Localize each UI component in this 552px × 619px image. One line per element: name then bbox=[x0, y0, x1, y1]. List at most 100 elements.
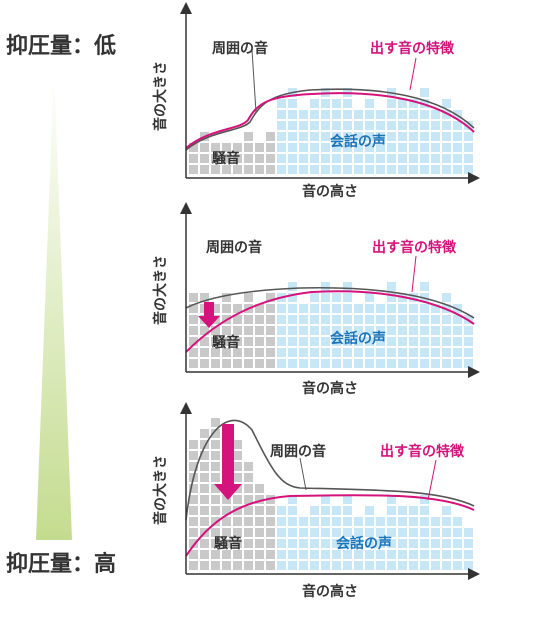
speech-cell bbox=[409, 121, 418, 130]
speech-cell bbox=[453, 517, 462, 526]
speech-cell bbox=[277, 348, 286, 357]
speech-cell bbox=[310, 110, 319, 119]
speech-cell bbox=[321, 326, 330, 335]
noise-cell bbox=[189, 440, 198, 449]
noise-cell bbox=[244, 337, 253, 346]
speech-cell bbox=[310, 506, 319, 515]
noise-cell bbox=[211, 495, 220, 504]
speech-cell bbox=[365, 348, 374, 357]
speech-cell bbox=[409, 99, 418, 108]
speech-cell bbox=[343, 132, 352, 141]
noise-cell bbox=[255, 315, 264, 324]
speech-cell bbox=[398, 561, 407, 570]
speech-cell bbox=[387, 315, 396, 324]
speech-cell bbox=[365, 154, 374, 163]
speech-cell bbox=[420, 110, 429, 119]
speech-cell bbox=[365, 561, 374, 570]
speech-cell bbox=[299, 528, 308, 537]
speech-cell bbox=[387, 165, 396, 174]
noise-cell bbox=[255, 528, 264, 537]
speech-cell bbox=[299, 550, 308, 559]
speech-cell bbox=[343, 337, 352, 346]
speech-cell bbox=[376, 154, 385, 163]
speech-cell bbox=[365, 517, 374, 526]
speech-bars bbox=[277, 495, 473, 570]
speech-cell bbox=[464, 561, 473, 570]
speech-cell bbox=[321, 154, 330, 163]
speech-cell bbox=[420, 326, 429, 335]
output-label: 出す音の特徴 bbox=[380, 443, 465, 460]
speech-cell bbox=[310, 315, 319, 324]
speech-cell bbox=[354, 165, 363, 174]
ambient-label: 周囲の音 bbox=[206, 239, 262, 256]
noise-cell bbox=[233, 440, 242, 449]
speech-cell bbox=[354, 550, 363, 559]
speech-cell bbox=[442, 154, 451, 163]
speech-cell bbox=[398, 143, 407, 152]
speech-cell bbox=[288, 517, 297, 526]
speech-cell bbox=[431, 132, 440, 141]
speech-cell bbox=[343, 528, 352, 537]
speech-cell bbox=[398, 348, 407, 357]
noise-cell bbox=[200, 550, 209, 559]
output-leader-line bbox=[409, 57, 417, 91]
speech-cell bbox=[321, 282, 330, 291]
speech-cell bbox=[464, 359, 473, 368]
noise-cell bbox=[211, 337, 220, 346]
speech-cell bbox=[343, 143, 352, 152]
speech-cell bbox=[277, 121, 286, 130]
noise-cell bbox=[244, 506, 253, 515]
speech-cell bbox=[354, 143, 363, 152]
speech-cell bbox=[431, 315, 440, 324]
noise-cell bbox=[233, 359, 242, 368]
speech-cell bbox=[288, 110, 297, 119]
speech-cell bbox=[299, 304, 308, 313]
speech-cell bbox=[420, 143, 429, 152]
speech-cell bbox=[288, 506, 297, 515]
speech-cell bbox=[277, 359, 286, 368]
speech-cell bbox=[442, 337, 451, 346]
noise-cell bbox=[233, 143, 242, 152]
speech-cell bbox=[299, 315, 308, 324]
noise-cell bbox=[211, 528, 220, 537]
speech-cell bbox=[398, 315, 407, 324]
speech-cell bbox=[376, 359, 385, 368]
speech-cell bbox=[288, 304, 297, 313]
speech-cell bbox=[398, 304, 407, 313]
noise-cell bbox=[222, 326, 231, 335]
speech-cell bbox=[332, 315, 341, 324]
speech-cell bbox=[442, 132, 451, 141]
speech-cell bbox=[453, 337, 462, 346]
speech-cell bbox=[409, 304, 418, 313]
output-label: 出す音の特徴 bbox=[370, 40, 455, 57]
x-axis-label: 音の高さ bbox=[302, 583, 358, 600]
speech-cell bbox=[409, 561, 418, 570]
speech-cell bbox=[310, 550, 319, 559]
speech-cell bbox=[420, 165, 429, 174]
speech-cell bbox=[442, 517, 451, 526]
speech-cell bbox=[442, 326, 451, 335]
speech-cell bbox=[343, 495, 352, 504]
noise-cell bbox=[233, 539, 242, 548]
speech-cell bbox=[420, 506, 429, 515]
noise-cell bbox=[233, 462, 242, 471]
noise-cell bbox=[211, 462, 220, 471]
speech-cell bbox=[321, 121, 330, 130]
noise-cell bbox=[222, 293, 231, 302]
noise-cell bbox=[266, 359, 275, 368]
speech-cell bbox=[365, 132, 374, 141]
speech-cell bbox=[310, 99, 319, 108]
output-leader-line bbox=[411, 255, 417, 293]
speech-cell bbox=[387, 517, 396, 526]
speech-cell bbox=[354, 359, 363, 368]
speech-cell bbox=[387, 528, 396, 537]
speech-cell bbox=[277, 110, 286, 119]
noise-cell bbox=[189, 561, 198, 570]
noise-cell bbox=[189, 165, 198, 174]
noise-cell bbox=[233, 517, 242, 526]
speech-cell bbox=[321, 528, 330, 537]
noise-cell bbox=[189, 143, 198, 152]
speech-cell bbox=[431, 143, 440, 152]
noise-cell bbox=[222, 143, 231, 152]
speech-cell bbox=[332, 154, 341, 163]
